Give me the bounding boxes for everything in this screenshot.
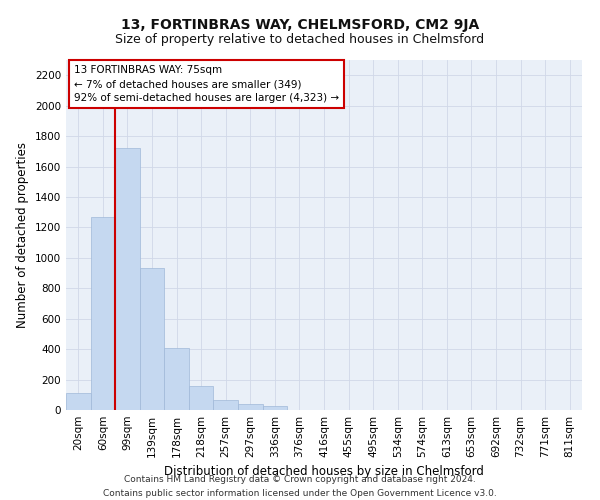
Text: Size of property relative to detached houses in Chelmsford: Size of property relative to detached ho… (115, 32, 485, 46)
Y-axis label: Number of detached properties: Number of detached properties (16, 142, 29, 328)
Bar (140, 268, 164, 410)
Bar (214, 400, 238, 410)
Text: Contains HM Land Registry data © Crown copyright and database right 2024.
Contai: Contains HM Land Registry data © Crown c… (103, 476, 497, 498)
Bar (238, 404, 263, 410)
Bar (66, 394, 91, 410)
Bar (164, 348, 189, 410)
Bar (263, 406, 287, 410)
X-axis label: Distribution of detached houses by size in Chelmsford: Distribution of detached houses by size … (164, 466, 484, 478)
Text: 13, FORTINBRAS WAY, CHELMSFORD, CM2 9JA: 13, FORTINBRAS WAY, CHELMSFORD, CM2 9JA (121, 18, 479, 32)
Bar (115, 148, 140, 410)
Text: 13 FORTINBRAS WAY: 75sqm
← 7% of detached houses are smaller (349)
92% of semi-d: 13 FORTINBRAS WAY: 75sqm ← 7% of detache… (74, 66, 339, 104)
Bar (91, 216, 115, 410)
Bar (189, 386, 214, 410)
